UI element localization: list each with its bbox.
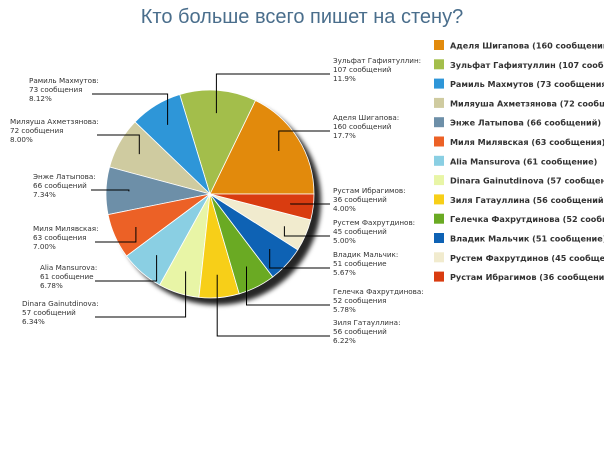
legend-entry[interactable]: Аделя Шигапова (160 сообщений) [450,41,604,51]
slice-label-name: Зульфат Гафиятуллин: [333,56,421,65]
leader-line [269,249,330,269]
leader-line [91,189,130,192]
legend-swatch [434,194,444,205]
slice-label-percent: 8.00% [10,135,33,144]
legend-swatch [434,155,444,166]
slice-label-name: Гелечка Фахрутдинова: [333,287,424,296]
slice-label-name: Аделя Шигапова: [333,113,399,122]
legend-entry[interactable]: Миляуша Ахметзянова (72 сообщения) [450,98,604,108]
legend-swatch [434,136,444,147]
slice-label-percent: 5.00% [333,236,356,245]
leader-line [97,134,140,155]
slice-label-count: 61 сообщение [40,272,94,281]
slice-label-name: Dinara Gainutdinova: [22,299,99,308]
pie-slice[interactable] [209,99,315,195]
slice-label-name: Миляуша Ахметзянова: [10,117,99,126]
slice-label-name: Рустем Фахрутдинов: [333,218,415,227]
legend-entry[interactable]: Миля Милявская (63 сообщения) [450,137,604,147]
slice-label-name: Зиля Гатауллина: [333,318,401,327]
chart-title: Кто больше всего пишет на стену? [141,6,463,28]
leader-line [278,130,330,151]
slice-label-percent: 6.22% [333,336,356,345]
legend-entry[interactable]: Гелечка Фахрутдинова (52 сообщения) [450,214,604,224]
leader-line [95,271,187,318]
legend-swatch [434,213,444,224]
leader-lines [91,73,330,337]
slice-label-name: Владик Мальчик: [333,250,398,259]
slice-label-percent: 5.78% [333,305,356,314]
legend-entry[interactable]: Владик Мальчик (51 сообщение) [450,234,604,244]
slice-label-name: Alia Mansurova: [40,263,97,272]
slice-label-name: Рустам Ибрагимов: [333,186,406,195]
pie-slices [105,89,315,299]
legend-entry[interactable]: Рамиль Махмутов (73 сообщения) [450,79,604,89]
legend-entry[interactable]: Dinara Gainutdinova (57 сообщений) [450,176,604,186]
leader-line [92,93,169,125]
slice-label-count: 36 сообщений [333,195,387,204]
slice-label-count: 56 сообщений [333,327,387,336]
legend-entry[interactable]: Энже Латыпова (66 сообщений) [450,118,601,128]
slice-label-count: 57 сообщений [22,308,76,317]
legend-swatch [434,59,444,70]
slice-label-percent: 7.34% [33,190,56,199]
slice-label-name: Рамиль Махмутов: [29,76,99,85]
slice-label-count: 72 сообщения [10,126,64,135]
slice-label-percent: 6.78% [40,281,63,290]
slice-label-name: Миля Милявская: [33,224,99,233]
legend-entry[interactable]: Рустам Ибрагимов (36 сообщений) [450,272,604,282]
slice-label-percent: 7.00% [33,242,56,251]
legend-swatch [434,97,444,108]
pie-slice[interactable] [209,193,315,221]
slice-label-percent: 11.9% [333,74,356,83]
slice-label-count: 160 сообщений [333,122,392,131]
legend-swatch [434,175,444,186]
slice-label-percent: 5.67% [333,268,356,277]
legend-swatch [434,40,444,50]
legend-entry[interactable]: Alia Mansurova (61 сообщение) [450,156,597,166]
leader-line [95,255,158,282]
slice-label-percent: 8.12% [29,94,52,103]
leader-line [283,226,330,237]
legend-entry[interactable]: Зиля Гатауллина (56 сообщений) [450,195,604,205]
legend-swatch [434,233,444,243]
legend-swatch [434,271,444,282]
slice-label-count: 51 сообщение [333,259,387,268]
slice-label-count: 66 сообщений [33,181,87,190]
slice-label-percent: 17.7% [333,131,356,140]
slice-label-name: Энже Латыпова: [33,172,96,181]
legend-swatch [434,117,444,128]
leader-line [216,274,330,337]
legend: Аделя Шигапова (160 сообщений) Зульфат Га… [434,40,604,282]
slice-label-count: 63 сообщения [33,233,87,242]
leader-line [246,266,330,306]
pie-slice[interactable] [179,89,257,196]
legend-swatch [434,78,444,89]
slice-label-count: 73 сообщения [29,85,83,94]
slice-label-count: 52 сообщения [333,296,387,305]
leader-line [95,227,137,243]
legend-swatch [434,252,444,263]
leader-line [215,73,330,114]
slice-label-percent: 4.00% [333,204,356,213]
slice-label-count: 107 сообщений [333,65,392,74]
slice-label-count: 45 сообщений [333,227,387,236]
slice-label-percent: 6.34% [22,317,45,326]
legend-entry[interactable]: Рустем Фахрутдинов (45 сообщений) [450,253,604,263]
legend-entry[interactable]: Зульфат Гафиятуллин (107 сообщений) [450,60,604,70]
